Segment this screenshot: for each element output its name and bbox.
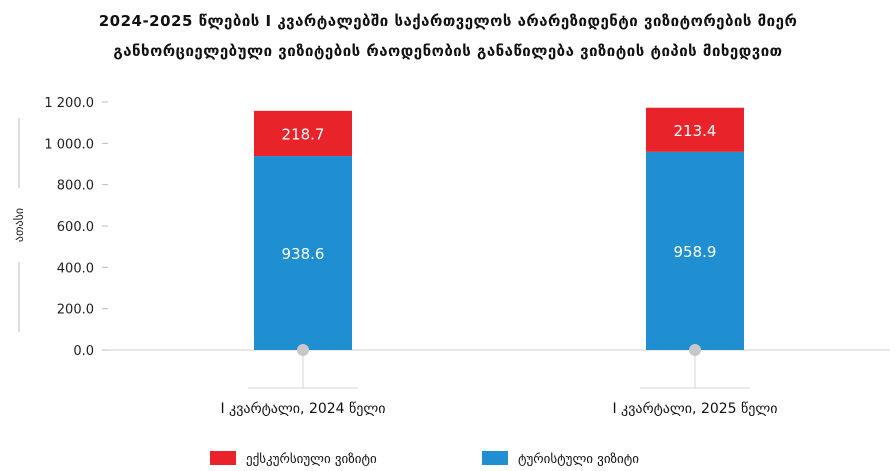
data-label: 958.9: [674, 243, 717, 261]
y-tick-label: 1 000.0: [44, 137, 94, 152]
legend-label: ტურისტული ვიზიტი: [518, 452, 639, 467]
chart-title: 2024-2025 წლების I კვარტალებში საქართველ…: [98, 12, 798, 30]
y-tick-label: 0.0: [73, 344, 94, 359]
y-tick-label: 600.0: [57, 220, 94, 235]
category-marker: [297, 344, 309, 356]
legend-swatch: [482, 451, 508, 465]
bar-segment: [254, 156, 352, 350]
data-label: 218.7: [282, 125, 325, 143]
category-marker: [689, 344, 701, 356]
legend-label: ექსკურსიული ვიზიტი: [246, 452, 377, 467]
y-tick-label: 400.0: [57, 261, 94, 276]
data-label: 213.4: [674, 122, 717, 140]
bar-segment: [646, 151, 744, 350]
legend-swatch: [210, 451, 236, 465]
y-tick-label: 800.0: [57, 179, 94, 194]
y-axis-label: ათასი: [12, 208, 26, 242]
x-category-label: I კვარტალი, 2025 წელი: [612, 400, 777, 417]
bar-segment: [254, 110, 352, 157]
x-category-label: I კვარტალი, 2024 წელი: [220, 400, 385, 417]
chart-subtitle: განხორციელებული ვიზიტების რაოდენობის გან…: [113, 42, 783, 60]
y-tick-label: 200.0: [57, 303, 94, 318]
bar-segment: [646, 107, 744, 152]
y-tick-label: 1 200.0: [44, 96, 94, 111]
data-label: 938.6: [282, 245, 325, 263]
